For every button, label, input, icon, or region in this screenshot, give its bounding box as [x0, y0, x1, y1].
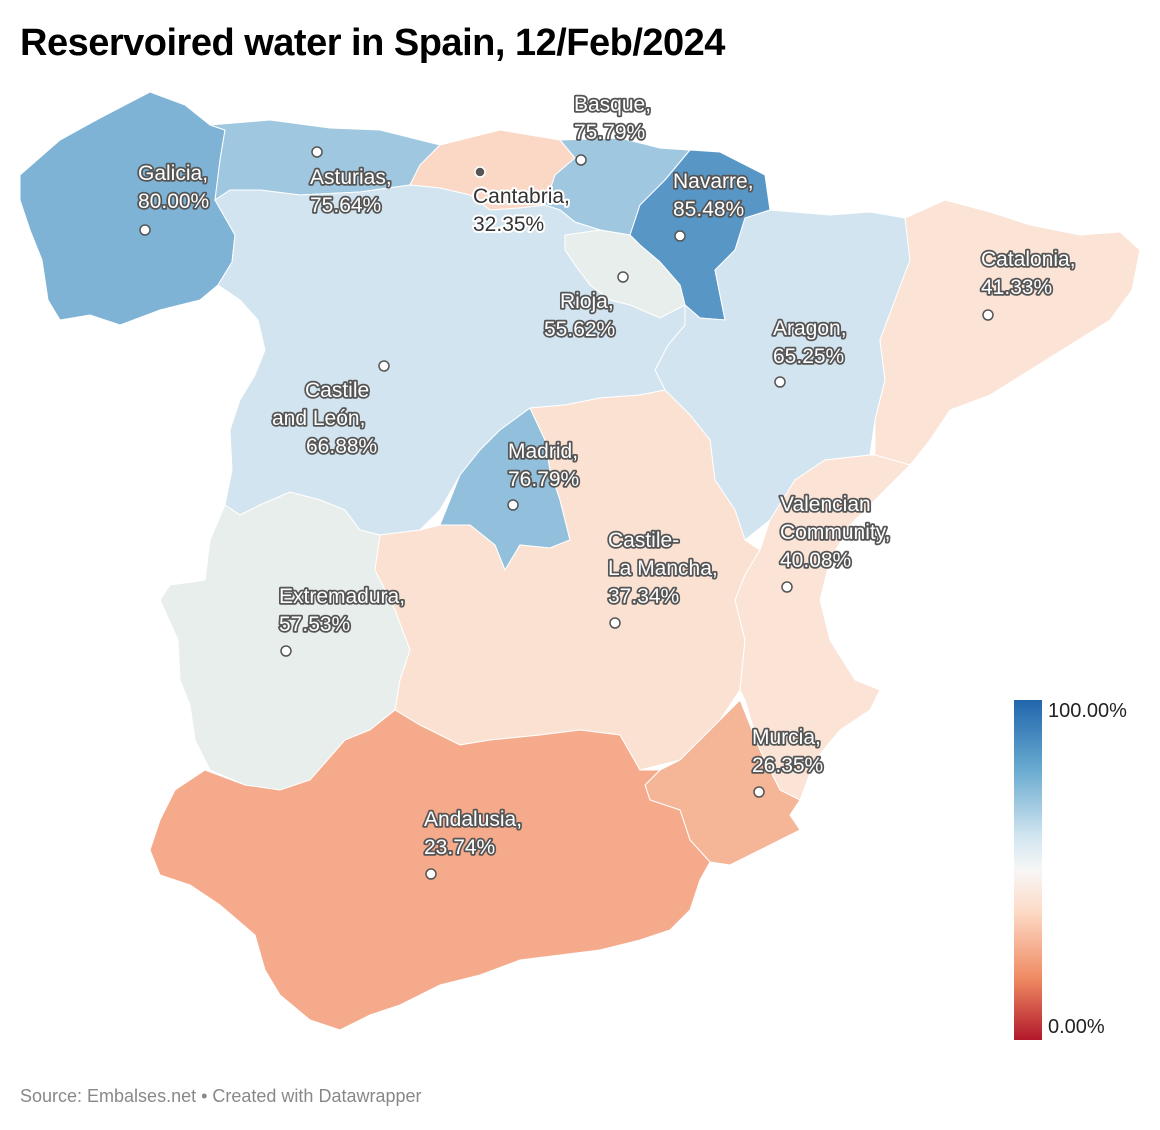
- label-asturias-line: Asturias,: [310, 166, 392, 189]
- label-castile-la-mancha-line: Castile-: [608, 529, 679, 552]
- label-valencian-community-line: Community,: [780, 521, 890, 544]
- label-andalusia-line: 23.74%: [424, 836, 495, 859]
- marker-asturias: [311, 146, 323, 158]
- label-catalonia: Catalonia, 41.33%: [981, 248, 1081, 299]
- label-murcia-line: Murcia,: [752, 726, 821, 749]
- spain-map: Galicia, 80.00% Asturias, 75.64% Cantabr…: [19, 91, 1141, 1031]
- label-asturias-line: 75.64%: [310, 194, 381, 217]
- label-madrid-line: 76.79%: [508, 468, 579, 491]
- marker-rioja: [617, 271, 629, 283]
- label-castile-la-mancha: Castile- La Mancha, 37.34%: [608, 529, 724, 608]
- label-galicia-line: 80.00%: [138, 190, 209, 213]
- label-andalusia: Andalusia, 23.74%: [424, 808, 528, 859]
- label-castile-leon-line: and León,: [272, 407, 365, 430]
- label-catalonia-line: 41.33%: [981, 276, 1052, 299]
- marker-catalonia: [982, 309, 994, 321]
- label-madrid-line: Madrid,: [508, 440, 578, 463]
- label-murcia-line: 26.35%: [752, 754, 823, 777]
- marker-basque: [575, 154, 587, 166]
- label-cantabria: Cantabria, 32.35%: [473, 185, 576, 236]
- label-extremadura-line: Extremadura,: [279, 585, 405, 608]
- label-castile-leon: Castile and León, 66.88%: [272, 379, 377, 458]
- chart-title: Reservoired water in Spain, 12/Feb/2024: [20, 22, 725, 64]
- label-andalusia-line: Andalusia,: [424, 808, 522, 831]
- label-castile-leon-line: 66.88%: [306, 435, 377, 458]
- marker-extremadura: [280, 645, 292, 657]
- label-basque-line: Basque,: [574, 93, 651, 116]
- label-cantabria-line: Cantabria,: [473, 185, 570, 208]
- color-scale-legend: [1014, 700, 1042, 1040]
- label-valencian-community-line: 40.08%: [780, 549, 851, 572]
- label-navarre: Navarre, 85.48%: [673, 170, 759, 221]
- marker-aragon: [774, 376, 786, 388]
- region-valencian-community[interactable]: [734, 454, 911, 801]
- label-extremadura-line: 57.53%: [279, 613, 350, 636]
- label-aragon-line: Aragon,: [773, 317, 847, 340]
- marker-castile-leon: [378, 360, 390, 372]
- marker-valencian-community: [781, 581, 793, 593]
- marker-navarre: [674, 230, 686, 242]
- marker-castile-la-mancha: [609, 617, 621, 629]
- label-extremadura: Extremadura, 57.53%: [279, 585, 411, 636]
- label-galicia-line: Galicia,: [138, 162, 208, 185]
- label-castile-leon-line: Castile: [305, 379, 369, 402]
- marker-galicia: [139, 224, 151, 236]
- label-galicia: Galicia, 80.00%: [138, 162, 214, 213]
- marker-cantabria: [474, 166, 486, 178]
- source-footer: Source: Embalses.net • Created with Data…: [20, 1086, 422, 1106]
- label-valencian-community-line: Valencian: [780, 493, 871, 516]
- label-basque-line: 75.79%: [574, 121, 645, 144]
- label-navarre-line: 85.48%: [673, 198, 744, 221]
- marker-madrid: [507, 499, 519, 511]
- label-castile-la-mancha-line: 37.34%: [608, 585, 679, 608]
- label-aragon-line: 65.25%: [773, 345, 844, 368]
- legend-max-label: 100.00%: [1048, 700, 1127, 722]
- label-madrid: Madrid, 76.79%: [508, 440, 584, 491]
- label-murcia: Murcia, 26.35%: [752, 726, 827, 777]
- label-navarre-line: Navarre,: [673, 170, 754, 193]
- label-cantabria-line: 32.35%: [473, 213, 544, 236]
- marker-andalusia: [425, 868, 437, 880]
- label-rioja-line: Rioja,: [560, 290, 614, 313]
- label-catalonia-line: Catalonia,: [981, 248, 1076, 271]
- label-valencian-community: Valencian Community, 40.08%: [780, 493, 896, 572]
- region-catalonia[interactable]: [874, 199, 1141, 466]
- label-rioja-line: 55.62%: [544, 318, 615, 341]
- label-aragon: Aragon, 65.25%: [773, 317, 852, 368]
- legend-min-label: 0.00%: [1048, 1016, 1105, 1038]
- label-rioja: Rioja, 55.62%: [544, 290, 620, 341]
- label-castile-la-mancha-line: La Mancha,: [608, 557, 718, 580]
- label-asturias: Asturias, 75.64%: [310, 166, 398, 217]
- label-basque: Basque, 75.79%: [574, 93, 657, 144]
- marker-murcia: [753, 786, 765, 798]
